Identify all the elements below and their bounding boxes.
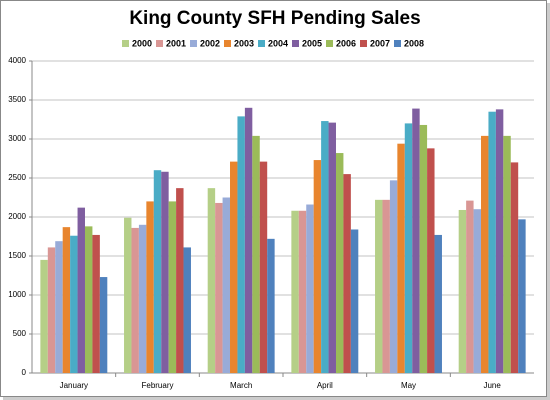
legend-label: 2008 — [404, 38, 424, 48]
chart-title: King County SFH Pending Sales — [129, 8, 420, 29]
bar — [412, 108, 420, 373]
x-tick-label: January — [60, 381, 88, 390]
bar — [40, 259, 48, 373]
bar — [55, 241, 63, 373]
x-tick-label: February — [141, 381, 173, 390]
bar — [47, 247, 56, 373]
x-tick-label: April — [317, 381, 333, 390]
y-tick-label: 2000 — [8, 212, 26, 221]
bar — [291, 210, 299, 373]
y-tick-label: 0 — [22, 368, 27, 377]
legend-swatch — [156, 40, 163, 47]
y-tick-label: 3000 — [8, 134, 26, 143]
bar — [427, 148, 435, 373]
x-tick-label: March — [230, 381, 252, 390]
bar — [153, 170, 162, 373]
bar — [183, 247, 191, 373]
bar — [350, 229, 359, 373]
legend-swatch — [292, 40, 299, 47]
bar — [207, 188, 216, 373]
bar — [481, 135, 489, 373]
legend-label: 2005 — [302, 38, 322, 48]
bar — [518, 219, 526, 373]
bar — [215, 202, 223, 373]
bar — [306, 204, 314, 373]
legend-label: 2003 — [234, 38, 254, 48]
legend-swatch — [360, 40, 367, 47]
bar — [389, 180, 398, 373]
bar — [84, 226, 93, 373]
legend-label: 2004 — [268, 38, 288, 48]
bar — [510, 162, 519, 373]
bar — [434, 234, 442, 373]
legend-swatch — [258, 40, 265, 47]
bar — [146, 201, 154, 373]
bar — [237, 116, 245, 373]
bar — [230, 161, 238, 373]
bar — [138, 224, 147, 373]
bar — [259, 161, 268, 373]
frame-shadow — [3, 397, 550, 400]
legend-swatch — [394, 40, 401, 47]
bar — [62, 227, 71, 373]
bar — [161, 171, 169, 373]
bar — [124, 217, 132, 373]
legend-label: 2006 — [336, 38, 356, 48]
legend-label: 2000 — [132, 38, 152, 48]
legend-swatch — [326, 40, 333, 47]
y-tick-label: 4000 — [8, 56, 26, 65]
bar — [313, 160, 322, 373]
bar — [343, 174, 351, 373]
bar — [99, 277, 108, 373]
bar — [321, 121, 329, 373]
bar — [495, 109, 504, 374]
bar — [397, 143, 405, 373]
bar — [70, 235, 78, 373]
legend-label: 2007 — [370, 38, 390, 48]
bar — [382, 199, 390, 373]
bar — [168, 201, 177, 373]
legend-swatch — [190, 40, 197, 47]
y-tick-label: 2500 — [8, 173, 26, 182]
bar — [503, 135, 511, 373]
legend-swatch — [122, 40, 129, 47]
y-tick-label: 1500 — [8, 251, 26, 260]
bar — [488, 111, 496, 373]
y-tick-label: 500 — [13, 329, 27, 338]
bar — [466, 200, 474, 373]
bar — [328, 122, 336, 374]
bar — [267, 238, 275, 373]
x-tick-label: June — [483, 381, 501, 390]
legend-swatch — [224, 40, 231, 47]
bar — [252, 135, 260, 373]
bar — [244, 107, 253, 374]
bar — [77, 207, 85, 373]
bar — [375, 199, 383, 373]
bar — [298, 210, 307, 373]
bar — [222, 197, 231, 373]
bar — [92, 234, 100, 373]
bar — [176, 188, 184, 373]
bar — [404, 123, 413, 374]
bar — [419, 124, 428, 374]
bar — [131, 227, 139, 373]
bar — [458, 209, 467, 373]
legend-label: 2001 — [166, 38, 186, 48]
bar — [335, 153, 344, 373]
y-tick-label: 3500 — [8, 95, 26, 104]
frame-shadow — [547, 3, 550, 400]
bar — [473, 209, 482, 373]
y-tick-label: 1000 — [8, 290, 26, 299]
x-tick-label: May — [401, 381, 416, 390]
legend-label: 2002 — [200, 38, 220, 48]
